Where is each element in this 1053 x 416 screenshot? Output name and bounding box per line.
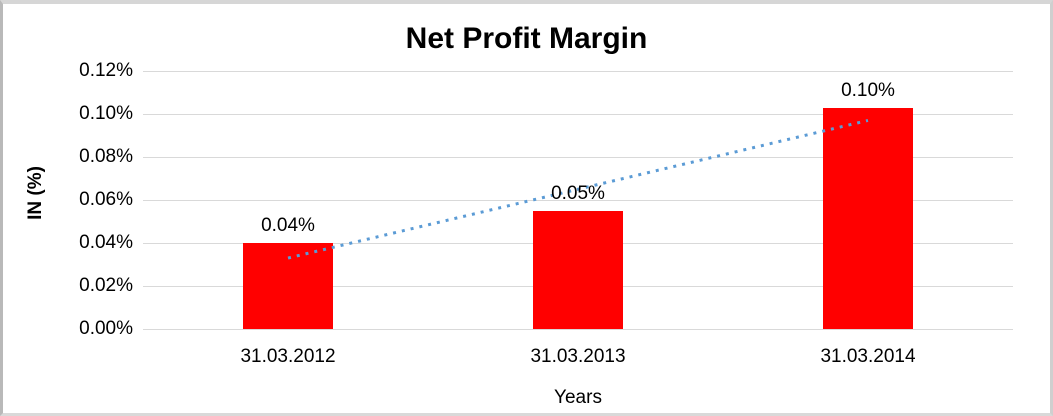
y-axis-tick-label: 0.06% — [79, 189, 133, 210]
x-axis-title: Years — [554, 387, 602, 408]
chart-title: Net Profit Margin — [405, 22, 648, 55]
bar-data-label: 0.05% — [551, 182, 605, 204]
x-axis-tick-label: 31.03.2012 — [240, 346, 336, 367]
bar-31.03.2014[interactable] — [823, 107, 913, 329]
y-axis-tick-label: 0.12% — [79, 60, 133, 81]
y-axis-tick-label: 0.10% — [79, 103, 133, 124]
gridline — [143, 156, 1013, 158]
gridline — [143, 199, 1013, 201]
x-axis-tick-label: 31.03.2014 — [820, 346, 916, 367]
y-axis-tick-label: 0.04% — [79, 232, 133, 253]
gridline — [143, 113, 1013, 115]
gridline — [143, 328, 1013, 330]
y-axis-tick-label: 0.00% — [79, 318, 133, 339]
y-axis-tick-label: 0.02% — [79, 275, 133, 296]
y-axis-tick-label: 0.08% — [79, 146, 133, 167]
x-axis-tick-label: 31.03.2013 — [530, 346, 626, 367]
bar-data-label: 0.04% — [261, 215, 315, 236]
gridline — [143, 70, 1013, 72]
bar-data-label: 0.10% — [841, 79, 895, 101]
bar-31.03.2013[interactable] — [533, 210, 623, 329]
linear-trendline[interactable] — [287, 118, 869, 260]
